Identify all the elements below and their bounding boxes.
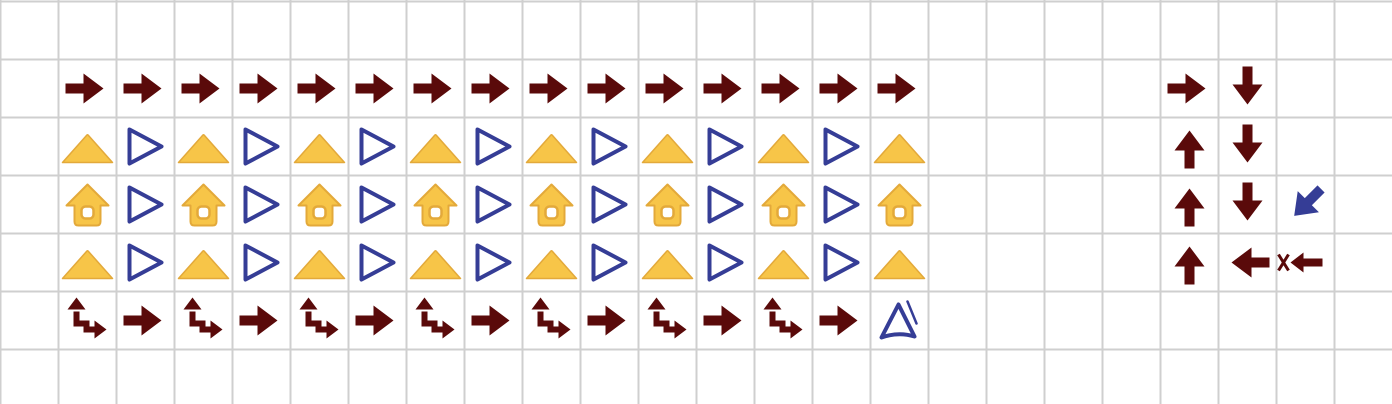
step-up-right-arrow-icon [531, 297, 571, 339]
gold-house-icon [181, 183, 226, 227]
arrow-down-icon [1232, 182, 1263, 221]
gold-house-icon [761, 183, 806, 227]
arrow-right-icon [587, 305, 626, 336]
gold-mound-icon [873, 134, 926, 164]
gold-mound-icon [409, 250, 462, 280]
arrow-right-icon [471, 73, 510, 104]
blue-play-triangle-icon [707, 127, 744, 166]
blue-play-triangle-icon [823, 185, 860, 224]
blue-play-triangle-icon [475, 127, 512, 166]
step-up-right-arrow-icon [647, 297, 687, 339]
arrow-up-icon [1174, 188, 1205, 227]
gold-house-icon [645, 183, 690, 227]
arrow-right-icon [413, 73, 452, 104]
blue-play-triangle-icon [243, 185, 280, 224]
arrow-up-icon [1174, 246, 1205, 285]
arrow-left-crossed-tail-icon [1277, 252, 1323, 273]
gold-house-icon [65, 183, 110, 227]
arrow-right-icon [297, 73, 336, 104]
step-up-right-arrow-icon [299, 297, 339, 339]
gold-mound-icon [177, 134, 230, 164]
step-up-right-arrow-icon [763, 297, 803, 339]
blue-play-triangle-icon [127, 127, 164, 166]
arrow-right-icon [529, 73, 568, 104]
gold-house-icon [877, 183, 922, 227]
arrow-right-icon [703, 305, 742, 336]
blue-play-triangle-icon [475, 185, 512, 224]
arrow-right-icon [819, 73, 858, 104]
gold-house-icon [529, 183, 574, 227]
gold-house-icon [297, 183, 342, 227]
arrow-right-icon [181, 73, 220, 104]
gold-mound-icon [757, 250, 810, 280]
arrow-right-icon [819, 305, 858, 336]
blue-play-triangle-icon [359, 243, 396, 282]
blue-play-triangle-icon [359, 185, 396, 224]
gold-mound-icon [61, 250, 114, 280]
gold-mound-icon [525, 134, 578, 164]
blue-play-triangle-icon [243, 127, 280, 166]
arrow-left-icon [1231, 247, 1270, 278]
blue-play-triangle-icon [823, 127, 860, 166]
cell-icons [61, 66, 1325, 340]
arrow-up-icon [1174, 130, 1205, 169]
blue-play-triangle-icon [359, 127, 396, 166]
arrow-right-icon [703, 73, 742, 104]
arrow-right-icon [355, 73, 394, 104]
arrow-right-icon [355, 305, 394, 336]
gold-mound-icon [177, 250, 230, 280]
step-up-right-arrow-icon [415, 297, 455, 339]
arrow-right-icon [239, 305, 278, 336]
blue-play-triangle-icon [591, 185, 628, 224]
blue-play-triangle-icon [591, 127, 628, 166]
blue-play-triangle-icon [127, 243, 164, 282]
gold-mound-icon [757, 134, 810, 164]
blue-play-triangle-icon [127, 185, 164, 224]
gold-mound-icon [641, 134, 694, 164]
arrow-right-icon [65, 73, 104, 104]
blue-play-triangle-icon [707, 185, 744, 224]
arrow-right-icon [123, 73, 162, 104]
blue-play-triangle-icon [243, 243, 280, 282]
blue-play-triangle-icon [475, 243, 512, 282]
blue-play-triangle-icon [591, 243, 628, 282]
gold-mound-icon [61, 134, 114, 164]
arrow-right-icon [877, 73, 916, 104]
gold-mound-icon [293, 250, 346, 280]
gold-mound-icon [873, 250, 926, 280]
arrow-right-icon [587, 73, 626, 104]
gold-mound-icon [641, 250, 694, 280]
step-up-right-arrow-icon [183, 297, 223, 339]
arrow-right-icon [239, 73, 278, 104]
arrow-right-icon [1167, 73, 1206, 104]
arrow-right-icon [471, 305, 510, 336]
arrow-down-icon [1232, 66, 1263, 105]
gold-mound-icon [409, 134, 462, 164]
blue-play-triangle-icon [823, 243, 860, 282]
gold-mound-icon [293, 134, 346, 164]
step-up-right-arrow-icon [67, 297, 107, 339]
blue-sail-triangle-icon [879, 300, 918, 340]
arrow-right-icon [123, 305, 162, 336]
gold-house-icon [413, 183, 458, 227]
blue-arrow-down-left-icon [1294, 185, 1325, 216]
gold-mound-icon [525, 250, 578, 280]
arrow-down-icon [1232, 124, 1263, 163]
arrow-right-icon [761, 73, 800, 104]
arrow-right-icon [645, 73, 684, 104]
blue-play-triangle-icon [707, 243, 744, 282]
